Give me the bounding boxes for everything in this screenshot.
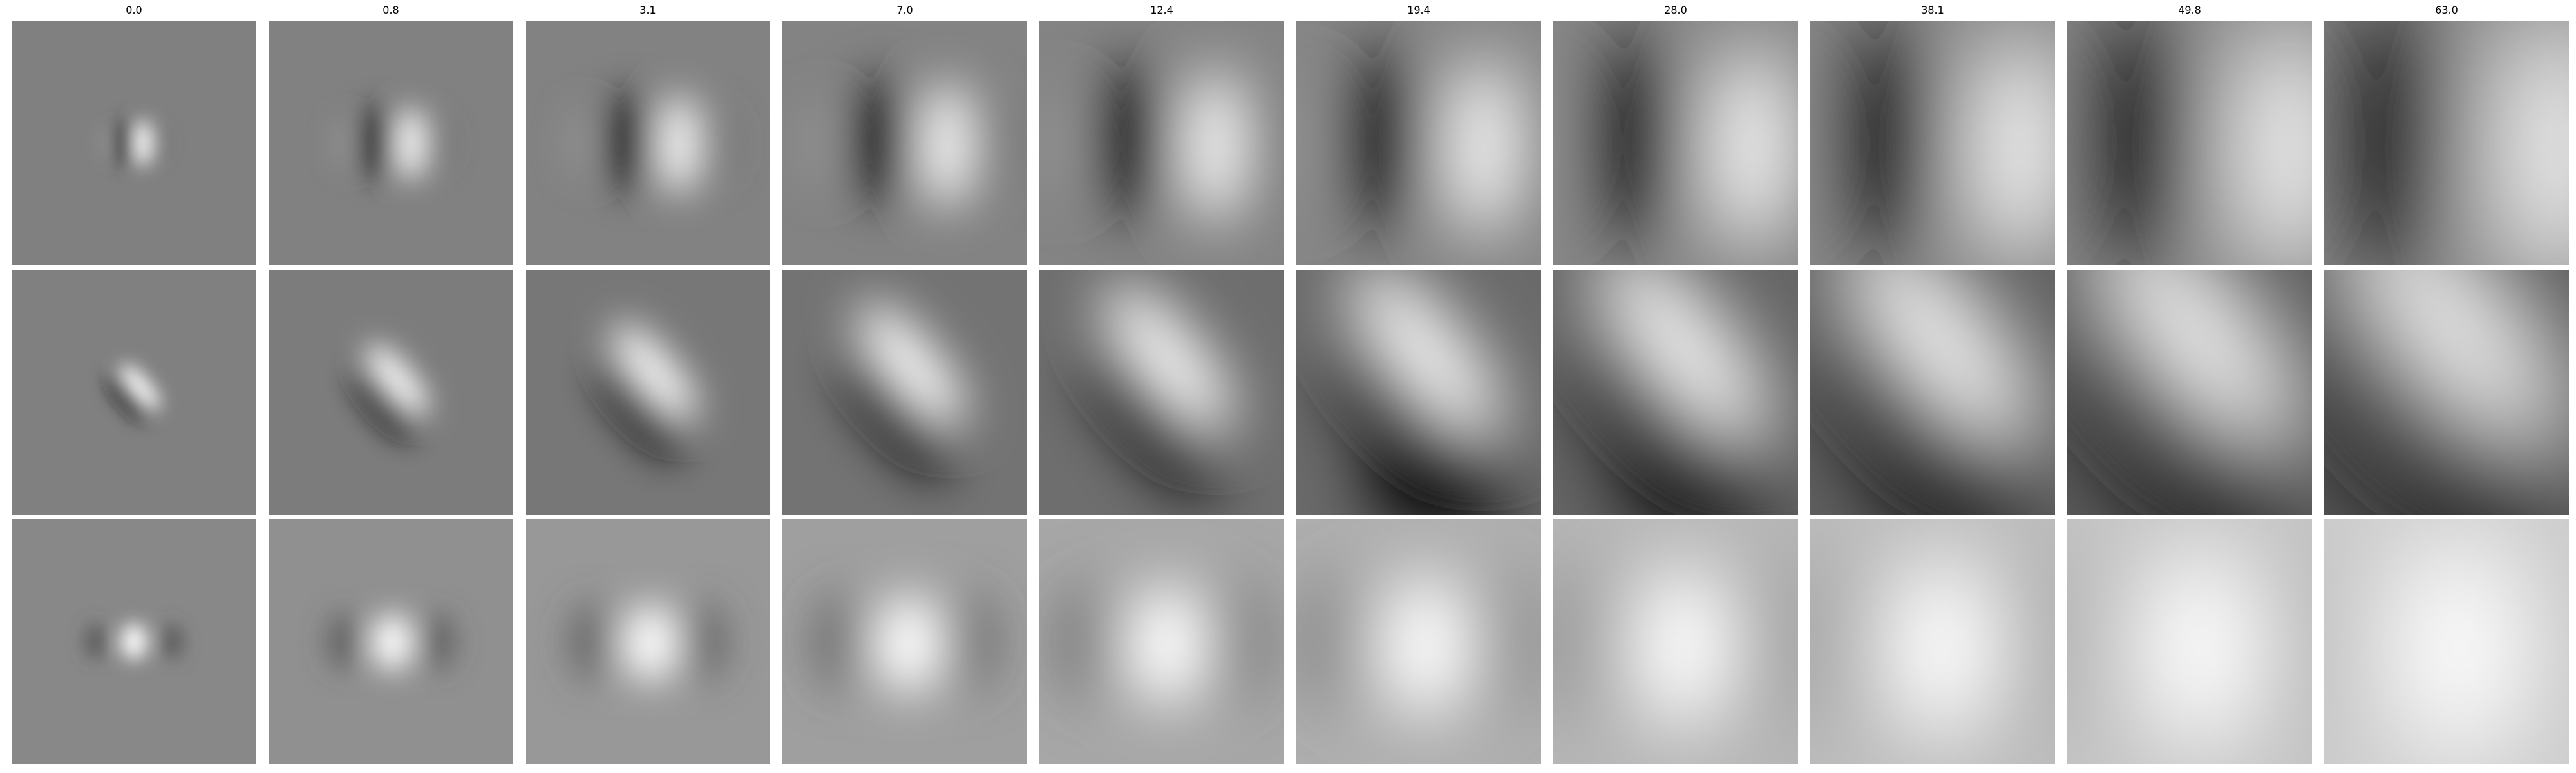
column-title-1: 0.8: [383, 4, 399, 16]
filter-panel-row1-col3: [782, 270, 1027, 515]
column-title-2: 3.1: [639, 4, 656, 16]
filter-panel-row0-col0: [12, 21, 256, 265]
column-title-6: 28.0: [1664, 4, 1687, 16]
filter-panel-row1-col2: [526, 270, 770, 515]
column-title-7: 38.1: [1921, 4, 1944, 16]
filter-panel-row1-col1: [269, 270, 513, 515]
column-title-5: 19.4: [1407, 4, 1430, 16]
filter-panel-row1-col9: [2324, 270, 2569, 515]
filter-panel-row2-col8: [2067, 519, 2312, 764]
filter-panel-row2-col7: [1810, 519, 2055, 764]
filter-panel-row0-col5: [1296, 21, 1541, 265]
filter-panel-row2-col5: [1296, 519, 1541, 764]
filter-panel-row0-col6: [1553, 21, 1798, 265]
column-title-4: 12.4: [1150, 4, 1173, 16]
filter-panel-row0-col2: [526, 21, 770, 265]
filter-panel-row2-col4: [1039, 519, 1284, 764]
filter-panel-row2-col0: [12, 519, 256, 764]
filter-panel-row0-col8: [2067, 21, 2312, 265]
filter-panel-row0-col9: [2324, 21, 2569, 265]
filter-panel-row1-col0: [12, 270, 256, 515]
filter-panel-row2-col1: [269, 519, 513, 764]
filter-panel-row0-col1: [269, 21, 513, 265]
filter-panel-row0-col7: [1810, 21, 2055, 265]
filter-panel-row0-col4: [1039, 21, 1284, 265]
filter-panel-row1-col8: [2067, 270, 2312, 515]
filter-panel-row1-col5: [1296, 270, 1541, 515]
filter-panel-row0-col3: [782, 21, 1027, 265]
column-title-8: 49.8: [2178, 4, 2201, 16]
column-title-3: 7.0: [896, 4, 913, 16]
column-title-0: 0.0: [126, 4, 142, 16]
filter-panel-row2-col2: [526, 519, 770, 764]
filter-panel-row2-col3: [782, 519, 1027, 764]
filter-panel-row2-col9: [2324, 519, 2569, 764]
filter-panel-row2-col6: [1553, 519, 1798, 764]
filter-panel-row1-col7: [1810, 270, 2055, 515]
filter-panel-row1-col6: [1553, 270, 1798, 515]
filter-panel-row1-col4: [1039, 270, 1284, 515]
column-title-9: 63.0: [2435, 4, 2458, 16]
